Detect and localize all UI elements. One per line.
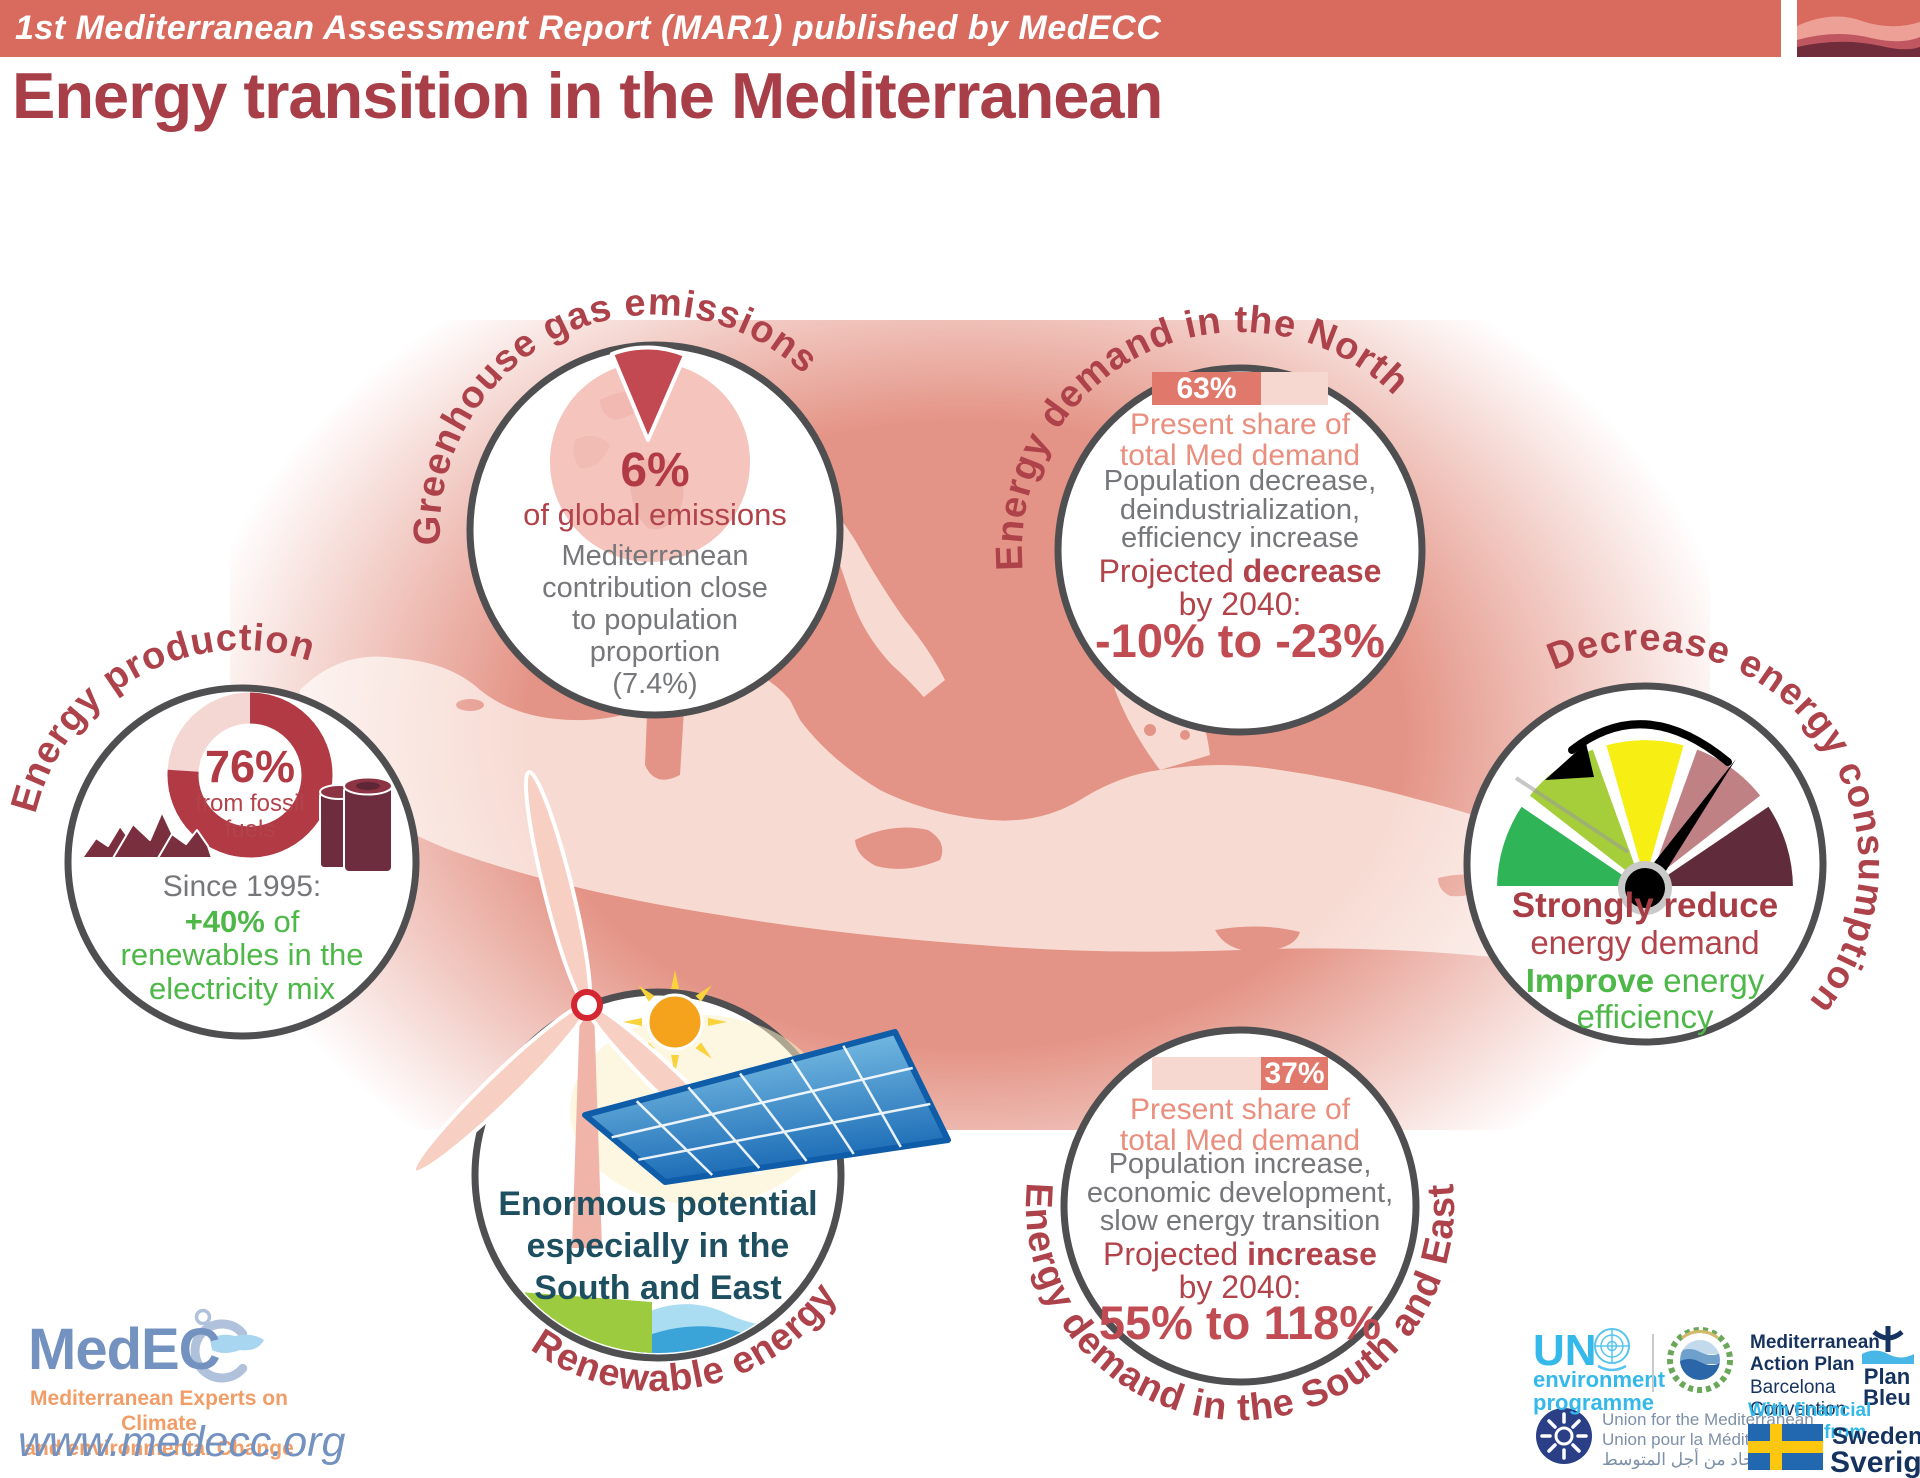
production-donut-caption: from fossil fuels [195, 790, 305, 843]
north-drivers: Population decrease, deindustrialization… [1103, 465, 1377, 554]
north-share-bar-fill: 63% [1152, 372, 1261, 405]
adriatic-sea [790, 480, 945, 700]
north-projection-range: -10% to -23% [1095, 614, 1385, 667]
north-projection-line: Projected decrease [1098, 553, 1382, 589]
un-logo-acronym: UN [1533, 1326, 1597, 1375]
south-projection-emphasis: increase [1247, 1236, 1377, 1272]
north-share-bar: 63% [1152, 372, 1328, 405]
planbleu-label: Plan Bleu [1863, 1364, 1911, 1410]
ghg-value-caption: of global emissions [523, 497, 787, 532]
ghg-note: Mediterranean contribution close to popu… [542, 540, 768, 700]
north-projection-timeframe: by 2040: [1178, 586, 1302, 622]
consumption-reduce-rest: energy demand [1530, 924, 1760, 961]
medecc-url: www.medecc.org [18, 1418, 346, 1466]
south-projection-line: Projected increase [1103, 1236, 1377, 1272]
south-share-bar: 37% [1152, 1057, 1328, 1090]
un-logo-lines: environment programme [1533, 1367, 1666, 1415]
medecc-tagline: Mediterranean Experts on Climate and env… [24, 1387, 294, 1460]
north-share-caption: Present share of total Med demand [1119, 408, 1361, 472]
consumption-reduce-emphasis: Strongly reduce [1511, 886, 1779, 925]
production-renewables-line: +40% of [184, 904, 300, 939]
production-since-label: Since 1995: [162, 870, 322, 903]
logo-divider [1652, 1334, 1654, 1392]
sardinia-island [645, 689, 684, 780]
banner-text: 1st Mediterranean Assessment Report (MAR… [15, 9, 1162, 47]
sweden-label-sv: Sverige [1830, 1446, 1920, 1478]
cyprus-island [1438, 874, 1492, 897]
south-projection-timeframe: by 2040: [1178, 1269, 1302, 1305]
consumption-improve-line2: efficiency [1576, 998, 1714, 1035]
south-drivers: Population increase, economic developmen… [1086, 1148, 1394, 1237]
south-share-value: 37% [1264, 1057, 1325, 1090]
top-banner: 1st Mediterranean Assessment Report (MAR… [0, 0, 1781, 57]
production-renewables-note: renewables in the electricity mix [120, 937, 364, 1006]
medecc-logo: MedEC [28, 1317, 221, 1382]
north-projection-emphasis: decrease [1242, 553, 1382, 589]
consumption-improve-line: Improve energy [1525, 962, 1765, 999]
north-share-value: 63% [1176, 372, 1237, 405]
sweden-flag-icon [1748, 1424, 1823, 1470]
production-donut-value: 76% [204, 741, 296, 792]
ghg-value: 6% [620, 444, 690, 497]
page-title: Energy transition in the Mediterranean [12, 59, 1163, 132]
map-barcelona-normal: Barcelona Convention [1750, 1377, 1847, 1420]
consumption-improve-emphasis: Improve [1525, 962, 1655, 999]
mediterranean-sea [299, 656, 1631, 958]
south-share-caption: Present share of total Med demand [1119, 1093, 1361, 1157]
sicily-island [855, 827, 943, 869]
south-projection-range: 55% to 118% [1098, 1296, 1382, 1349]
map-barcelona-bold: Mediterranean Action Plan [1750, 1332, 1880, 1375]
crete-island [1215, 926, 1300, 952]
sweden-label-en: Sweden [1832, 1423, 1920, 1450]
renewable-note: Enormous potential especially in the Sou… [498, 1185, 818, 1307]
south-share-bar-fill: 37% [1261, 1057, 1328, 1090]
production-renewables-emphasis: +40% [184, 904, 265, 939]
